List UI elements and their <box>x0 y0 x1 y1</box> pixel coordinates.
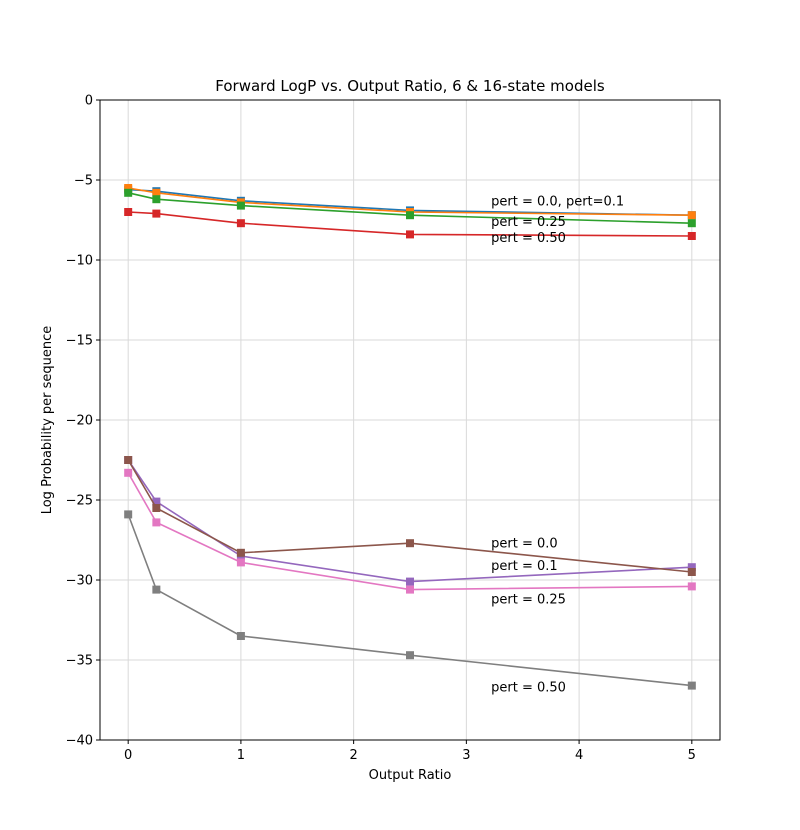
series-3 <box>124 188 696 228</box>
y-tick-label: −25 <box>66 494 93 509</box>
series-5-point <box>687 563 696 572</box>
series-layer <box>124 184 696 690</box>
series-8-point <box>152 585 161 594</box>
series-8-point <box>406 651 414 660</box>
series-7-point <box>124 468 133 477</box>
x-tick-label: 2 <box>349 748 357 763</box>
series-8-point <box>236 632 245 640</box>
series-4-point <box>406 230 414 239</box>
annotation-label: pert = 0.0 <box>491 537 558 552</box>
series-7-point <box>687 582 696 591</box>
series-8 <box>124 510 696 690</box>
series-5-point <box>152 497 161 506</box>
y-tick-label: −15 <box>66 334 93 349</box>
series-2-point <box>687 211 696 220</box>
x-tick-label: 4 <box>575 748 583 763</box>
series-2-point <box>124 184 133 192</box>
series-6-point <box>124 456 133 464</box>
y-tick-label: −5 <box>74 174 93 189</box>
series-3-point <box>236 201 245 210</box>
y-tick-label: −30 <box>66 574 93 589</box>
axis-ticks: 0 1 2 3 4 5 0 −5 −10 −15 −20 −25 −30 −35 −40 <box>66 94 696 764</box>
x-tick-label: 5 <box>688 748 696 763</box>
y-tick-label: −20 <box>66 414 93 429</box>
series-6-point <box>236 548 245 557</box>
series-3-point <box>687 219 696 228</box>
series-7 <box>124 468 696 594</box>
annotation-label: pert = 0.50 <box>491 231 566 246</box>
annotation-label: pert = 0.25 <box>491 593 566 608</box>
x-tick-label: 1 <box>237 748 245 763</box>
series-7-point <box>236 558 245 567</box>
y-tick-label: −10 <box>66 254 93 269</box>
series-4-point <box>687 232 696 240</box>
series-4-point <box>124 208 133 216</box>
series-8-point <box>687 681 696 690</box>
series-6-point <box>152 504 161 512</box>
y-tick-label: −35 <box>66 654 93 669</box>
series-6-point <box>687 568 696 576</box>
x-axis-label: Output Ratio <box>369 768 452 783</box>
series-3-point <box>406 211 414 220</box>
annotation-label: pert = 0.0, pert=0.1 <box>491 194 624 209</box>
y-axis-label: Log Probability per sequence <box>40 326 55 515</box>
series-8-point <box>124 510 133 519</box>
series-4-point <box>152 209 161 218</box>
x-tick-label: 3 <box>462 748 470 763</box>
series-7-point <box>152 518 161 527</box>
series-2-point <box>152 188 161 197</box>
series-6 <box>124 456 696 576</box>
y-tick-label: −40 <box>66 734 93 749</box>
series-4-point <box>236 219 245 228</box>
chart-title: Forward LogP vs. Output Ratio, 6 & 16-st… <box>215 77 605 95</box>
annotation-label: pert = 0.50 <box>491 681 566 696</box>
series-3-point <box>124 188 133 197</box>
series-7-point <box>406 585 414 594</box>
series-4 <box>124 208 696 240</box>
y-tick-label: 0 <box>85 94 93 109</box>
series-3-point <box>152 195 161 204</box>
annotation-label: pert = 0.25 <box>491 215 566 230</box>
series-5-point <box>406 577 414 586</box>
x-tick-label: 0 <box>124 748 132 763</box>
annotation-label: pert = 0.1 <box>491 559 558 574</box>
series-6-point <box>406 539 414 548</box>
